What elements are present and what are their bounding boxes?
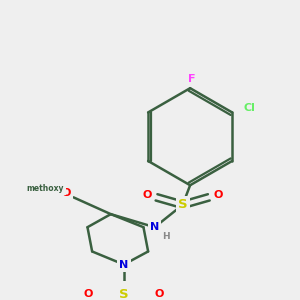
Text: O: O [154, 290, 164, 299]
Text: O: O [61, 188, 71, 198]
Text: H: H [162, 232, 170, 241]
Text: O: O [213, 190, 223, 200]
Text: Cl: Cl [243, 103, 255, 113]
Text: O: O [142, 190, 152, 200]
Text: O: O [84, 290, 93, 299]
Text: S: S [178, 198, 188, 211]
Text: N: N [150, 222, 159, 232]
Text: N: N [119, 260, 128, 269]
Text: F: F [188, 74, 196, 84]
Text: methoxy: methoxy [27, 184, 64, 193]
Text: S: S [119, 288, 129, 300]
